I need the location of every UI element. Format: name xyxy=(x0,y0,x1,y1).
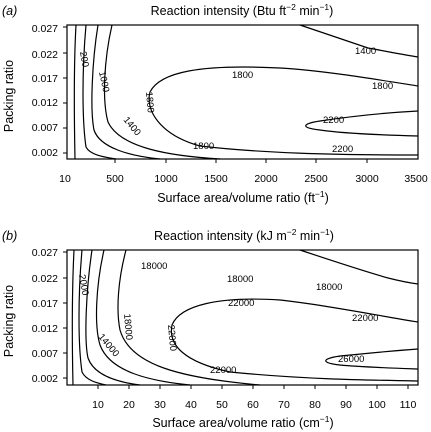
contour-1800 xyxy=(148,66,419,156)
contour-10000 xyxy=(85,249,141,386)
x-tick-label: 110 xyxy=(400,399,417,411)
panel-b-letter: (b) xyxy=(2,229,17,243)
contour-label: 1800 xyxy=(372,81,393,92)
contour-label: 2200 xyxy=(323,115,344,126)
panel-b-contours xyxy=(71,249,419,386)
y-tick-label: 0.002 xyxy=(32,147,58,159)
contour-label: 22000 xyxy=(165,324,178,351)
contour-1400-left xyxy=(103,24,221,160)
y-tick-label: 0.012 xyxy=(32,323,58,335)
y-tick-label: 0.007 xyxy=(32,348,58,360)
contour-label: 18000 xyxy=(121,313,134,340)
y-tick-label: 0.017 xyxy=(32,73,58,85)
panel-b-x-ticks: 10 20 30 40 50 60 70 80 90 100 110 xyxy=(92,385,417,411)
x-tick-label: 80 xyxy=(309,399,321,411)
contour-label: 22000 xyxy=(228,298,254,309)
contour-label: 200 xyxy=(77,51,91,69)
contour-600 xyxy=(82,24,117,160)
x-tick-label: 500 xyxy=(106,173,124,185)
contour-label: 26000 xyxy=(338,354,364,365)
contour-200 xyxy=(73,24,77,160)
contour-label: 1800 xyxy=(143,91,156,113)
panel-a-contours xyxy=(73,24,419,160)
panel-b-x-label: Surface area/volume ratio (cm−1) xyxy=(152,414,333,430)
x-tick-label: 20 xyxy=(123,399,135,411)
panel-b-y-label: Packing ratio xyxy=(2,285,16,357)
contour-18000-top xyxy=(299,249,419,285)
x-tick-marks xyxy=(97,385,409,389)
x-tick-label: 1000 xyxy=(154,173,178,185)
contour-label: 18000 xyxy=(316,282,342,293)
contour-14000 xyxy=(95,249,191,386)
x-tick-label: 50 xyxy=(216,399,228,411)
panel-b-title: Reaction intensity (kJ m−2 min−1) xyxy=(154,227,334,243)
contour-1400-top xyxy=(299,24,419,58)
panel-a-frame xyxy=(66,24,419,160)
y-tick-marks xyxy=(63,251,67,379)
y-tick-label: 0.017 xyxy=(32,298,58,310)
contour-label: 1800 xyxy=(193,141,214,152)
x-tick-label: 90 xyxy=(340,399,352,411)
x-tick-label: 100 xyxy=(368,399,386,411)
x-tick-label: 2000 xyxy=(254,173,278,185)
contour-1000 xyxy=(91,24,161,160)
x-tick-label: 2500 xyxy=(304,173,328,185)
x-tick-label: 10 xyxy=(92,399,104,411)
y-tick-label: 0.027 xyxy=(32,247,58,259)
y-tick-label: 0.007 xyxy=(32,122,58,134)
panel-b-frame xyxy=(66,249,419,386)
x-tick-label: 10 xyxy=(59,173,71,185)
panel-b-contour-labels: 2000 18000 18000 18000 18000 14000 22000… xyxy=(76,261,378,376)
panel-a-x-label: Surface area/volume ratio (ft−1) xyxy=(157,189,329,205)
contour-label: 1400 xyxy=(355,46,376,57)
x-tick-label: 3500 xyxy=(404,173,428,185)
y-tick-marks xyxy=(63,26,67,154)
panel-a-letter: (a) xyxy=(2,4,17,18)
contour-label: 2000 xyxy=(76,274,91,297)
x-tick-label: 30 xyxy=(154,399,166,411)
x-tick-label: 70 xyxy=(278,399,290,411)
panel-a-y-ticks: 0.027 0.022 0.017 0.012 0.007 0.002 xyxy=(32,23,67,159)
y-tick-label: 0.002 xyxy=(32,373,58,385)
x-tick-marks xyxy=(114,159,368,163)
contour-2000 xyxy=(71,249,75,386)
panel-a-y-label: Packing ratio xyxy=(2,60,16,132)
contour-label: 14000 xyxy=(96,332,121,359)
x-tick-label: 3000 xyxy=(355,173,379,185)
contour-label: 18000 xyxy=(141,261,167,272)
contour-label: 22000 xyxy=(210,365,236,376)
contour-label: 1000 xyxy=(96,70,111,93)
y-tick-label: 0.027 xyxy=(32,23,58,35)
x-tick-label: 60 xyxy=(247,399,259,411)
x-tick-label: 1500 xyxy=(204,173,228,185)
y-tick-label: 0.022 xyxy=(32,273,58,285)
panel-a-contour-labels: 200 1000 1400 1400 1800 1800 1800 1800 2… xyxy=(77,46,393,155)
contour-6000 xyxy=(78,249,107,386)
panel-a: (a) Reaction intensity (Btu ft−2 min−1) … xyxy=(2,2,428,205)
x-tick-label: 40 xyxy=(185,399,197,411)
contour-label: 1800 xyxy=(232,70,253,81)
contour-22000 xyxy=(170,298,419,382)
contour-26000 xyxy=(325,348,419,370)
contour-18000-left xyxy=(117,249,261,386)
contour-label: 1400 xyxy=(121,115,143,138)
panel-b-y-ticks: 0.027 0.022 0.017 0.012 0.007 0.002 xyxy=(32,247,67,385)
contour-label: 2200 xyxy=(332,144,353,155)
contour-label: 18000 xyxy=(227,274,253,285)
y-tick-label: 0.022 xyxy=(32,49,58,61)
panel-b: (b) Reaction intensity (kJ m−2 min−1) 0.… xyxy=(2,227,419,430)
panel-a-x-ticks: 10 500 1000 1500 2000 2500 3000 3500 xyxy=(59,159,428,185)
contour-label: 22000 xyxy=(352,313,378,324)
contour-2200 xyxy=(305,110,419,137)
y-tick-label: 0.012 xyxy=(32,97,58,109)
panel-a-title: Reaction intensity (Btu ft−2 min−1) xyxy=(151,2,334,18)
